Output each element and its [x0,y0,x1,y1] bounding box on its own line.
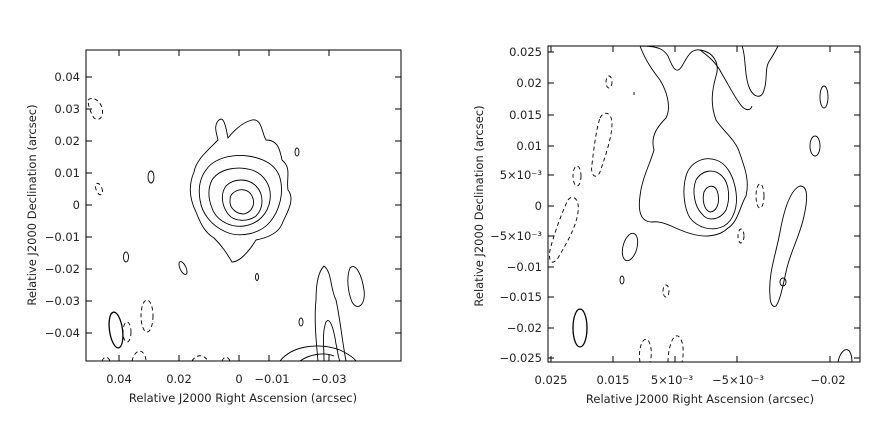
right-beam-ellipse [572,308,588,348]
left-contour-core-2 [198,155,282,236]
right-y-tick-label: −0.015 [499,290,542,304]
left-x-tick-label: 0 [235,372,242,386]
left-y-axis-title: Relative J2000 Declination (arcsec) [25,104,39,305]
left-contour-core-3 [208,167,271,227]
right-contour-blob-r2 [779,277,787,287]
left-contour-neg-8 [101,356,111,362]
right-x-tick-label: −5×10⁻³ [712,373,764,387]
right-contour-blob-l2 [619,275,625,285]
left-contours [87,97,365,362]
right-contour-neg-7 [662,284,670,298]
right-y-tick-label: 0.025 [509,45,542,59]
left-y-tick-label: 0.02 [54,134,80,148]
left-contour-neg-5 [131,350,147,362]
right-contour-neg-2 [605,75,613,89]
left-panel: 0.04 0.03 0.02 0.01 0 −0.01 −0.02 −0.03 … [25,49,402,405]
left-beam-ellipse [108,311,124,349]
right-y-tick-label: −0.01 [507,260,542,274]
right-x-tick-label: 0.025 [535,373,568,387]
right-y-tick-label: 5×10⁻³ [500,168,543,182]
left-y-tick-labels: 0.04 0.03 0.02 0.01 0 −0.01 −0.02 −0.03 … [45,70,80,340]
left-contour-neg-6 [191,355,209,362]
left-contour-blob-6 [298,317,304,327]
left-x-axis-title: Relative J2000 Right Ascension (arcsec) [129,391,357,405]
right-contour-blob-left [621,232,639,262]
right-x-tick-label: −0.02 [810,373,845,387]
right-plot-frame [547,45,861,363]
right-contour-neg-5 [755,183,765,209]
right-x-tick-label: 5×10⁻³ [651,373,694,387]
left-x-tick-label: −0.01 [254,372,289,386]
left-contour-core-4 [221,179,263,221]
right-contour-blob-ur [819,85,829,109]
right-contour-neg-9 [667,335,684,363]
right-y-tick-label: 0.01 [516,139,542,153]
left-contour-lower-right-2 [323,320,341,362]
left-y-tick-label: −0.02 [45,262,80,276]
left-contour-blob-3 [178,261,188,275]
right-y-tick-label: −0.025 [499,351,542,365]
right-contour-neg-1 [591,112,613,177]
left-x-tick-labels: 0.04 0.02 0 −0.01 −0.03 [106,372,346,386]
right-y-tick-label: 0.015 [509,108,542,122]
right-contour-bottom-right [837,349,853,363]
right-contour-neg-4 [549,196,579,263]
right-contours [549,45,853,363]
left-x-ticks [118,50,330,361]
left-contour-neg-1 [87,97,103,120]
right-contour-lower-right [769,185,808,307]
right-panel: 0.025 0.02 0.015 0.01 5×10⁻³ 0 −5×10⁻³ −… [472,45,861,406]
right-y-tick-labels: 0.025 0.02 0.015 0.01 5×10⁻³ 0 −5×10⁻³ −… [490,45,542,365]
left-contour-neg-4 [122,321,132,343]
left-x-tick-label: −0.03 [311,372,346,386]
right-x-tick-labels: 0.025 0.015 5×10⁻³ −5×10⁻³ −0.02 [535,373,846,387]
left-contour-blob-4 [294,147,300,157]
right-x-axis-title: Relative J2000 Right Ascension (arcsec) [586,392,814,406]
right-contour-main-3 [693,170,730,220]
right-contour-main [638,45,748,237]
left-contour-neg-7 [221,356,231,362]
right-contour-upper-mid [699,49,753,111]
right-contour-main-2 [683,158,737,230]
right-contour-main-4 [702,185,719,213]
left-y-tick-label: −0.01 [45,230,80,244]
left-contour-neg-3 [140,299,154,333]
right-contour-neg-3 [572,165,582,187]
right-contour-blob-r1 [809,135,821,157]
left-contour-blob-5 [255,273,259,281]
right-contour-neg-6 [737,228,745,244]
left-y-tick-label: 0.04 [54,70,80,84]
right-y-axis-title: Relative J2000 Declination (arcsec) [472,105,486,306]
left-contour-core-5 [229,189,255,215]
right-y-tick-label: −0.02 [507,321,542,335]
left-y-tick-label: 0 [73,198,80,212]
left-contour-lower-right-1 [314,265,347,362]
right-contour-upper-right [741,45,779,97]
left-y-tick-label: 0.03 [54,102,80,116]
left-x-tick-label: 0.04 [106,372,132,386]
left-contour-neg-2 [95,182,103,196]
left-x-tick-label: 0.02 [166,372,192,386]
right-contour-neg-8 [639,338,652,363]
left-y-ticks [86,76,401,334]
right-x-ticks [550,46,831,362]
left-plot-frame [85,49,402,362]
right-y-tick-label: 0 [535,199,542,213]
right-y-tick-label: −5×10⁻³ [490,229,542,243]
left-contour-bottom-arc-2 [299,353,335,362]
left-contour-blob-2 [123,251,129,263]
left-y-tick-label: −0.03 [45,294,80,308]
left-y-tick-label: −0.04 [45,326,80,340]
left-contour-bottom-arc [279,345,357,362]
left-contour-core-outer [189,118,292,263]
left-contour-blob-1 [147,170,155,184]
right-y-ticks [548,51,860,359]
right-x-tick-label: 0.015 [597,373,630,387]
right-y-tick-label: 0.02 [516,76,542,90]
left-contour-lower-right-3 [347,266,365,307]
left-y-tick-label: 0.01 [54,166,80,180]
